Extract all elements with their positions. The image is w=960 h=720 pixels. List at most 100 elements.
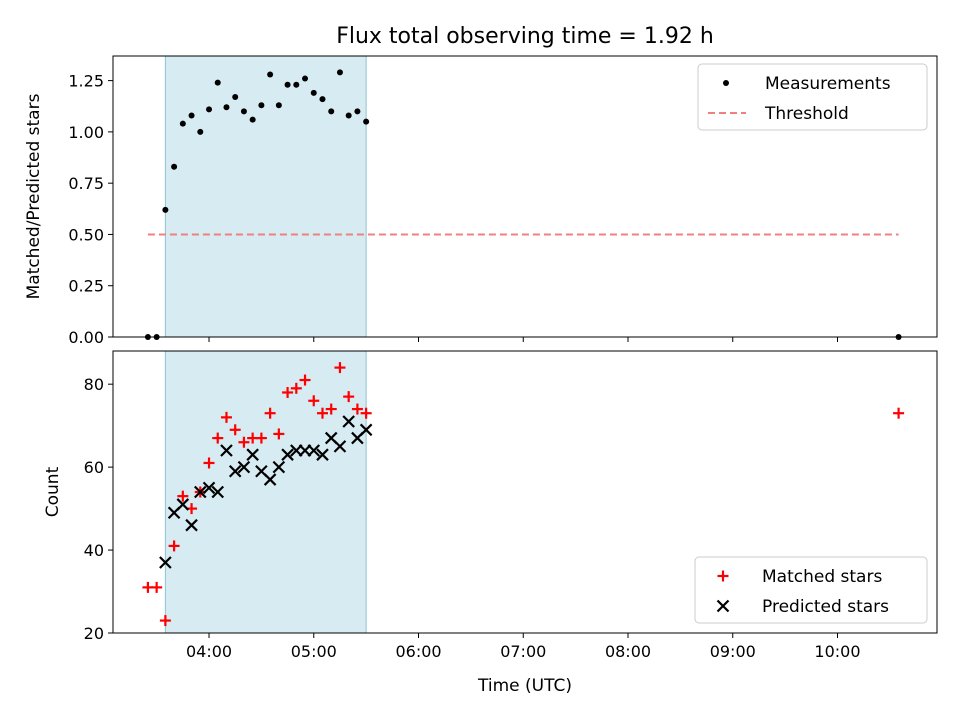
measurements-point — [336, 69, 343, 76]
predicted-stars-point — [281, 448, 294, 461]
ratio-y-axis-label: Matched/Predicted stars — [24, 93, 44, 299]
legend-swatch-predicted-stars — [716, 599, 730, 613]
x-tick-label: 09:00 — [710, 642, 756, 661]
y-tick-label: 40 — [84, 541, 104, 560]
matched-stars-point — [255, 432, 267, 444]
predicted-stars-point — [194, 485, 207, 499]
y-tick-label: 1.25 — [68, 72, 104, 91]
predicted-stars-point — [211, 485, 225, 499]
measurements-point — [232, 94, 239, 101]
predicted-stars-point — [237, 460, 251, 474]
x-tick-label: 05:00 — [291, 642, 337, 661]
x-tick-label: 06:00 — [395, 642, 441, 661]
predicted-stars-point — [185, 518, 198, 532]
measurements-point — [363, 118, 370, 125]
count-legend: Matched stars Predicted stars — [694, 556, 928, 624]
y-tick-label: 0.50 — [68, 225, 104, 244]
matched-stars-point — [360, 407, 372, 419]
matched-stars-point — [351, 403, 363, 415]
measurements-point — [188, 112, 195, 119]
matched-stars-point — [220, 411, 232, 423]
measurements-point — [328, 108, 335, 115]
y-tick-label: 0.00 — [68, 328, 104, 347]
measurements-point — [162, 206, 169, 213]
observing-window-shade — [164, 55, 367, 338]
measurements-point — [267, 71, 274, 78]
matched-stars-point — [203, 457, 215, 469]
ratio-legend: Measurements Threshold — [697, 63, 928, 131]
count-axes-frame — [112, 350, 938, 634]
matched-stars-point — [299, 374, 311, 386]
y-tick-label: 20 — [84, 624, 104, 643]
matched-stars-point — [238, 436, 250, 448]
measurements-point — [345, 112, 352, 119]
predicted-stars-point — [176, 498, 190, 511]
x-tick-label: 07:00 — [500, 642, 546, 661]
measurements-point — [258, 102, 265, 109]
measurements-point — [284, 81, 291, 88]
predicted-stars-point — [307, 444, 321, 457]
legend-swatch-matched-stars — [717, 570, 729, 582]
matched-stars-point — [334, 362, 346, 374]
ratio-panel: 0.00 0.25 0.50 0.75 1.00 1.25 Flux total obse… — [24, 24, 938, 347]
legend-box — [694, 556, 928, 624]
x-tick-label: 04:00 — [186, 642, 232, 661]
matched-stars-point — [229, 424, 241, 436]
predicted-stars-point — [228, 464, 242, 478]
measurements-point — [240, 108, 247, 115]
legend-label-threshold: Threshold — [764, 104, 849, 124]
y-tick-label: 0.25 — [68, 277, 104, 296]
predicted-stars-point — [246, 448, 259, 461]
count-panel: 20 40 60 80 04:00 05:00 06:00 07:00 08:00 09:00 1… — [43, 350, 938, 696]
predicted-stars-point — [359, 423, 373, 437]
x-tick-label: 10:00 — [814, 642, 860, 661]
matched-stars-point — [264, 407, 276, 419]
chart-title: Flux total observing time = 1.92 h — [336, 24, 714, 49]
matched-stars-point — [212, 432, 224, 444]
y-tick-label: 0.75 — [68, 174, 104, 193]
x-tick-label: 08:00 — [605, 642, 651, 661]
measurements-point — [197, 128, 204, 135]
legend-label-matched-stars: Matched stars — [762, 567, 882, 587]
ratio-y-ticks: 0.00 0.25 0.50 0.75 1.00 1.25 — [68, 72, 113, 347]
measurements-point — [206, 106, 213, 113]
matched-stars-point — [282, 386, 294, 398]
ratio-x-ticks — [208, 337, 838, 342]
measurements-point — [302, 75, 309, 82]
y-tick-label: 1.00 — [68, 123, 104, 142]
y-tick-label: 80 — [84, 375, 104, 394]
measurements-point — [179, 120, 186, 127]
count-y-axis-label: Count — [43, 466, 63, 517]
time-x-axis-label: Time (UTC) — [477, 676, 572, 696]
matched-stars-point — [273, 428, 285, 440]
matched-stars-point — [893, 407, 905, 419]
y-tick-label: 60 — [84, 458, 104, 477]
matched-stars-point — [159, 615, 171, 627]
predicted-stars-point — [272, 460, 286, 474]
ratio-axes-frame — [112, 55, 938, 338]
legend-label-measurements: Measurements — [765, 74, 891, 94]
measurements-point — [319, 96, 326, 103]
ratio-marks — [144, 69, 902, 340]
matched-stars-point — [316, 407, 328, 419]
matched-stars-point — [168, 540, 180, 552]
predicted-stars-point — [342, 415, 355, 428]
matched-stars-point — [308, 395, 320, 407]
measurements-point — [171, 163, 178, 170]
matched-stars-point — [151, 581, 163, 593]
matched-stars-point — [177, 490, 189, 502]
predicted-stars-point — [333, 440, 347, 453]
predicted-stars-point — [263, 473, 277, 486]
matched-stars-point — [325, 403, 337, 415]
predicted-stars-point — [316, 448, 329, 461]
measurements-point — [223, 104, 230, 111]
count-x-ticks: 04:00 05:00 06:00 07:00 08:00 09:00 10:00 — [186, 633, 861, 661]
measurements-point — [293, 81, 300, 88]
count-y-ticks: 20 40 60 80 — [84, 375, 113, 643]
predicted-stars-point — [159, 556, 172, 569]
legend-label-predicted-stars: Predicted stars — [762, 597, 889, 617]
measurements-point — [249, 116, 256, 123]
predicted-stars-point — [202, 481, 216, 495]
measurements-point — [354, 108, 361, 115]
